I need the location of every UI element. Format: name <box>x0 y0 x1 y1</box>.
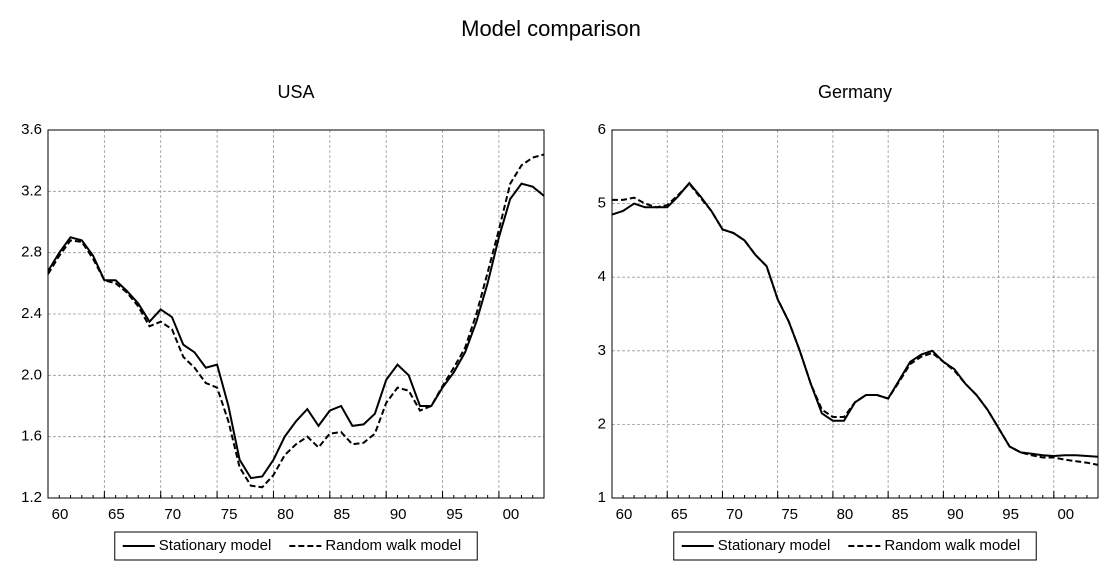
plot-frame <box>47 129 545 499</box>
y-tick-label: 2.8 <box>21 244 42 261</box>
main-title: Model comparison <box>461 16 641 41</box>
x-tick-label: 65 <box>671 506 688 523</box>
x-tick-label: 00 <box>503 506 520 523</box>
legend-box <box>114 531 478 561</box>
legend-label: Random walk model <box>325 537 461 554</box>
y-tick-label: 1 <box>598 489 606 506</box>
y-tick-label: 2.4 <box>21 305 42 322</box>
series-line <box>47 182 545 480</box>
panel-title: USA <box>277 82 314 102</box>
y-tick-label: 1.2 <box>21 489 42 506</box>
x-tick-label: 75 <box>221 506 238 523</box>
y-tick-label: 3.2 <box>21 182 42 199</box>
legend-label: Stationary model <box>159 537 272 554</box>
x-tick-label: 95 <box>1002 506 1019 523</box>
x-tick-label: 60 <box>52 506 69 523</box>
x-tick-label: 95 <box>446 506 463 523</box>
x-tick-label: 00 <box>1057 506 1074 523</box>
series-line <box>611 181 1099 458</box>
x-tick-label: 90 <box>390 506 407 523</box>
legend: Stationary model Random walk model <box>114 531 478 561</box>
legend-label: Random walk model <box>884 537 1020 554</box>
panel-title: Germany <box>818 82 892 102</box>
y-tick-label: 3 <box>598 342 606 359</box>
x-tick-label: 80 <box>277 506 294 523</box>
y-tick-label: 1.6 <box>21 428 42 445</box>
y-tick-label: 5 <box>598 195 606 212</box>
x-tick-label: 80 <box>837 506 854 523</box>
plot-frame <box>611 129 1099 499</box>
x-tick-label: 90 <box>947 506 964 523</box>
y-tick-label: 4 <box>598 268 606 285</box>
legend-box <box>673 531 1037 561</box>
x-tick-label: 85 <box>333 506 350 523</box>
x-tick-label: 70 <box>164 506 181 523</box>
y-tick-label: 6 <box>598 121 606 138</box>
y-tick-label: 3.6 <box>21 121 42 138</box>
x-tick-label: 60 <box>616 506 633 523</box>
legend-label: Stationary model <box>718 537 831 554</box>
y-tick-label: 2 <box>598 415 606 432</box>
x-tick-label: 85 <box>892 506 909 523</box>
x-tick-label: 70 <box>726 506 743 523</box>
series-line <box>47 153 545 489</box>
y-tick-label: 2.0 <box>21 366 42 383</box>
series-line <box>612 182 1099 466</box>
x-tick-label: 65 <box>108 506 125 523</box>
legend: Stationary model Random walk model <box>673 531 1037 561</box>
x-tick-label: 75 <box>781 506 798 523</box>
